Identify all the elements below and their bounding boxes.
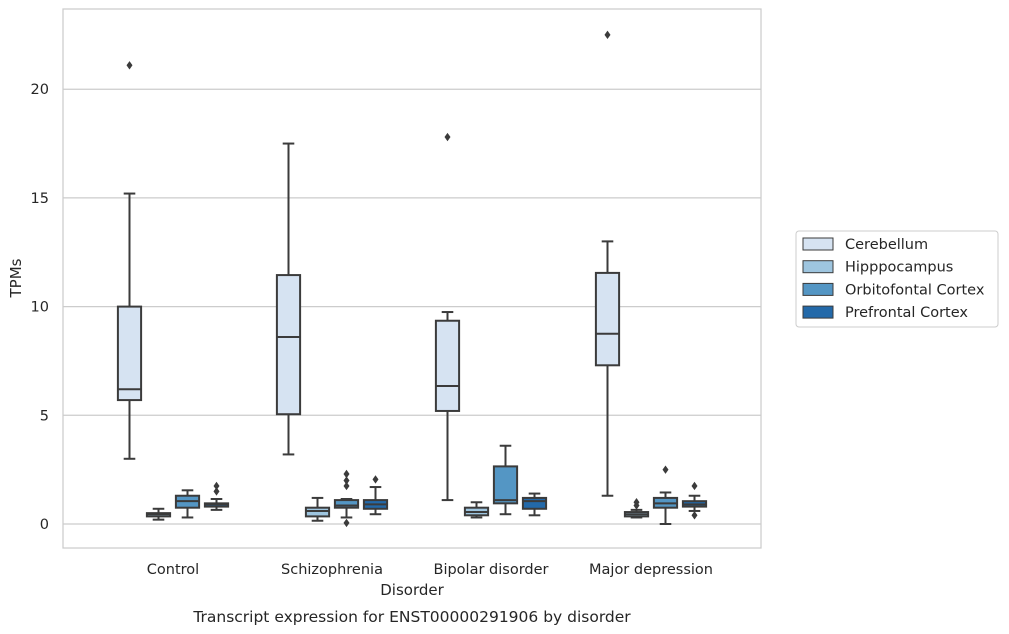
outlier-point [444,132,451,142]
box-orbitofontal-cortex [652,465,679,525]
x-axis-label: Disorder [380,581,444,599]
legend-swatch [802,260,834,274]
legend-frame [795,230,999,328]
outlier-point [604,30,611,40]
x-tick-label: Schizophrenia [281,562,383,578]
iqr-box [275,274,302,416]
box-cerebellum [434,132,461,502]
legend-swatch [802,282,834,296]
x-tick-label: Control [147,562,199,578]
x-tick-label: Bipolar disorder [434,562,549,578]
box-cerebellum [594,30,621,497]
outlier-point [126,61,133,70]
legend-label: Hipppocampus [845,260,953,276]
outlier-point [213,481,220,491]
chart-caption: Transcript expression for ENST0000029190… [192,608,631,626]
box-series [116,30,708,528]
legend-swatch [802,237,834,251]
outlier-point [372,475,379,484]
legend-label: Cerebellum [845,237,928,253]
y-tick-label: 20 [31,82,49,98]
legend: Cerebellum Hipppocampus Orbitofontal Corte… [795,230,999,328]
box-prefrontal-cortex [203,481,230,511]
box-orbitofontal-cortex [333,469,360,528]
iqr-box [304,506,331,518]
y-tick-label: 5 [40,408,49,424]
box-prefrontal-cortex [362,475,389,516]
box-cerebellum [116,61,143,460]
legend-swatch [802,305,834,319]
legend-label: Prefrontal Cortex [845,305,968,321]
y-axis-ticks: 0 5 10 15 20 [31,82,49,533]
y-axis-label: TPMs [7,258,25,298]
box-prefrontal-cortex [681,481,708,520]
iqr-box [594,271,621,367]
iqr-box [333,499,360,509]
y-tick-label: 15 [31,191,49,207]
outlier-point [343,481,350,491]
y-tick-label: 0 [40,517,49,533]
box-hipppocampus [145,507,172,521]
plot-area-frame [62,8,762,549]
legend-label: Orbitofontal Cortex [845,282,985,298]
box-hipppocampus [463,501,490,519]
box-orbitofontal-cortex [492,444,519,516]
iqr-box [116,305,143,402]
outlier-point [343,518,350,528]
y-tick-label: 10 [31,300,49,316]
box-hipppocampus [623,498,650,519]
iqr-box [521,496,548,510]
outlier-point [691,481,698,491]
outlier-point [343,476,350,485]
outlier-point [343,469,350,479]
outlier-point [213,487,220,496]
outlier-point [633,498,640,507]
x-tick-label: Major depression [589,562,713,578]
outlier-point [662,465,669,474]
iqr-box [492,465,519,505]
outlier-point [691,511,698,520]
gridlines [63,88,761,525]
box-cerebellum [275,142,302,456]
box-prefrontal-cortex [521,492,548,517]
iqr-box [434,319,461,412]
box-orbitofontal-cortex [174,489,201,519]
box-hipppocampus [304,496,331,522]
x-axis-ticks: Control Schizophrenia Bipolar disorder Majo… [147,562,713,578]
